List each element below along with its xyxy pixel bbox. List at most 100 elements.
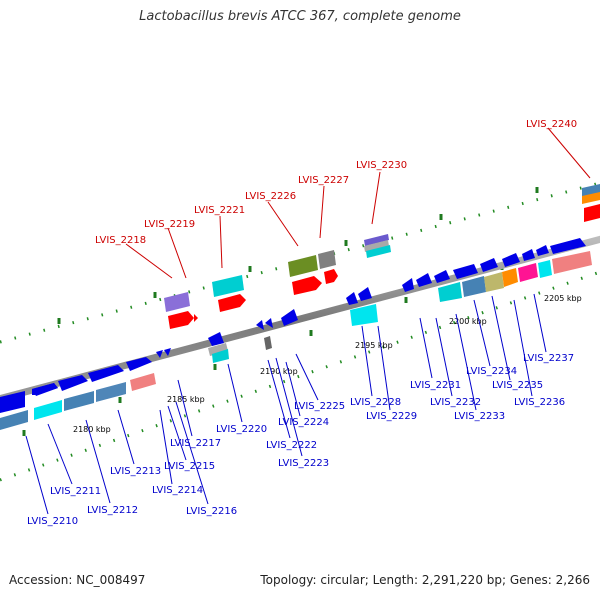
gene-feature[interactable] — [208, 332, 224, 346]
gene-features-lane-1 — [0, 238, 586, 413]
gene-feature[interactable] — [502, 253, 520, 267]
label-lvis-2212[interactable]: LVIS_2212 — [87, 505, 138, 516]
gene-feature[interactable] — [584, 204, 600, 222]
gene-feature[interactable] — [358, 287, 372, 301]
label-lvis-2230[interactable]: LVIS_2230 — [356, 160, 407, 171]
scale-tick-2205: 2205 kbp — [544, 294, 582, 303]
label-lvis-2237[interactable]: LVIS_2237 — [523, 353, 574, 364]
gene-feature[interactable] — [212, 275, 244, 297]
label-lvis-2236[interactable]: LVIS_2236 — [514, 397, 565, 408]
gene-labels: LVIS_2210 LVIS_2211 LVIS_2212 LVIS_2213 … — [27, 353, 574, 527]
label-lvis-2233[interactable]: LVIS_2233 — [454, 411, 505, 422]
gene-feature[interactable] — [208, 343, 228, 356]
gene-feature[interactable] — [256, 320, 264, 330]
gene-feature[interactable] — [265, 318, 273, 328]
map-title: Lactobacillus brevis ATCC 367, complete … — [139, 9, 461, 24]
gene-feature[interactable] — [480, 258, 498, 272]
gene-feature[interactable] — [364, 234, 389, 246]
label-lvis-2220[interactable]: LVIS_2220 — [216, 424, 267, 435]
gene-features-lane-2 — [0, 251, 592, 430]
label-lvis-2217[interactable]: LVIS_2217 — [170, 438, 221, 449]
scale-tick-2185: 2185 kbp — [167, 395, 205, 404]
label-lvis-2240[interactable]: LVIS_2240 — [526, 119, 577, 130]
label-lvis-2227[interactable]: LVIS_2227 — [298, 175, 349, 186]
label-lvis-2228[interactable]: LVIS_2228 — [350, 397, 401, 408]
gene-feature[interactable] — [64, 391, 94, 411]
scale-tick-2200: 2200 kbp — [449, 317, 487, 326]
label-lvis-2234[interactable]: LVIS_2234 — [466, 366, 517, 377]
accession-text: Accession: NC_008497 — [9, 573, 146, 587]
gene-feature[interactable] — [502, 268, 518, 287]
gene-feature[interactable] — [462, 276, 486, 297]
label-lvis-2232[interactable]: LVIS_2232 — [430, 397, 481, 408]
label-lvis-2226[interactable]: LVIS_2226 — [245, 191, 296, 202]
label-lvis-2235[interactable]: LVIS_2235 — [492, 380, 543, 391]
gene-feature[interactable] — [346, 292, 358, 305]
gene-feature[interactable] — [88, 365, 124, 382]
gene-feature[interactable] — [164, 348, 171, 356]
gene-feature[interactable] — [366, 245, 391, 258]
gene-feature[interactable] — [218, 294, 246, 312]
scale-tick-2180: 2180 kbp — [73, 425, 111, 434]
label-lvis-2215[interactable]: LVIS_2215 — [164, 461, 215, 472]
gene-feature[interactable] — [536, 245, 549, 256]
gene-feature[interactable] — [402, 278, 414, 292]
scale-tick-2190: 2190 kbp — [260, 367, 298, 376]
highlight-callouts — [125, 127, 591, 279]
gene-feature[interactable] — [552, 251, 592, 274]
gene-feature[interactable] — [58, 375, 88, 391]
gene-feature[interactable] — [518, 263, 538, 282]
gene-feature[interactable] — [130, 373, 156, 391]
gene-feature[interactable] — [318, 250, 336, 269]
gene-feature[interactable] — [264, 336, 272, 350]
gene-feature[interactable] — [350, 304, 378, 326]
label-lvis-2221[interactable]: LVIS_2221 — [194, 205, 245, 216]
label-lvis-2214[interactable]: LVIS_2214 — [152, 485, 203, 496]
highlight-labels: LVIS_2218 LVIS_2219 LVIS_2221 LVIS_2226 … — [95, 119, 577, 246]
gene-feature[interactable] — [364, 240, 389, 252]
gene-features-highlighted — [164, 184, 600, 329]
gene-feature[interactable] — [550, 238, 586, 254]
gene-feature[interactable] — [324, 269, 338, 284]
gene-feature[interactable] — [32, 383, 58, 395]
gene-feature[interactable] — [484, 272, 504, 292]
label-lvis-2229[interactable]: LVIS_2229 — [366, 411, 417, 422]
gene-feature[interactable] — [522, 249, 535, 261]
gene-feature[interactable] — [416, 273, 432, 287]
gene-feature[interactable] — [281, 309, 298, 326]
gene-feature[interactable] — [156, 350, 163, 358]
scale-ticks: 2180 kbp 2185 kbp 2190 kbp 2195 kbp 2200… — [73, 294, 582, 434]
gene-feature[interactable] — [0, 391, 25, 413]
gene-feature[interactable] — [438, 282, 462, 302]
label-lvis-2222[interactable]: LVIS_2222 — [266, 440, 317, 451]
gene-feature[interactable] — [194, 314, 198, 322]
gene-feature[interactable] — [168, 311, 194, 329]
label-lvis-2211[interactable]: LVIS_2211 — [50, 486, 101, 497]
label-lvis-2210[interactable]: LVIS_2210 — [27, 516, 78, 527]
label-lvis-2223[interactable]: LVIS_2223 — [278, 458, 329, 469]
label-lvis-2231[interactable]: LVIS_2231 — [410, 380, 461, 391]
gene-feature[interactable] — [288, 255, 318, 277]
gene-feature[interactable] — [538, 260, 552, 278]
label-lvis-2216[interactable]: LVIS_2216 — [186, 506, 237, 517]
gene-feature[interactable] — [292, 276, 322, 295]
gene-feature[interactable] — [126, 357, 152, 371]
gene-feature[interactable] — [96, 382, 126, 402]
label-lvis-2224[interactable]: LVIS_2224 — [278, 417, 329, 428]
gene-feature[interactable] — [34, 400, 62, 420]
gene-feature[interactable] — [0, 410, 28, 430]
gene-feature[interactable] — [212, 349, 229, 363]
label-lvis-2213[interactable]: LVIS_2213 — [110, 466, 161, 477]
genome-summary-text: Topology: circular; Length: 2,291,220 bp… — [260, 573, 590, 587]
lower-guide-line — [0, 270, 600, 482]
scale-tick-2195: 2195 kbp — [355, 341, 393, 350]
label-lvis-2225[interactable]: LVIS_2225 — [294, 401, 345, 412]
label-lvis-2218[interactable]: LVIS_2218 — [95, 235, 146, 246]
label-lvis-2219[interactable]: LVIS_2219 — [144, 219, 195, 230]
gene-feature[interactable] — [582, 192, 600, 204]
gene-feature[interactable] — [164, 292, 190, 312]
gene-feature[interactable] — [453, 264, 478, 279]
gene-feature[interactable] — [434, 270, 450, 283]
